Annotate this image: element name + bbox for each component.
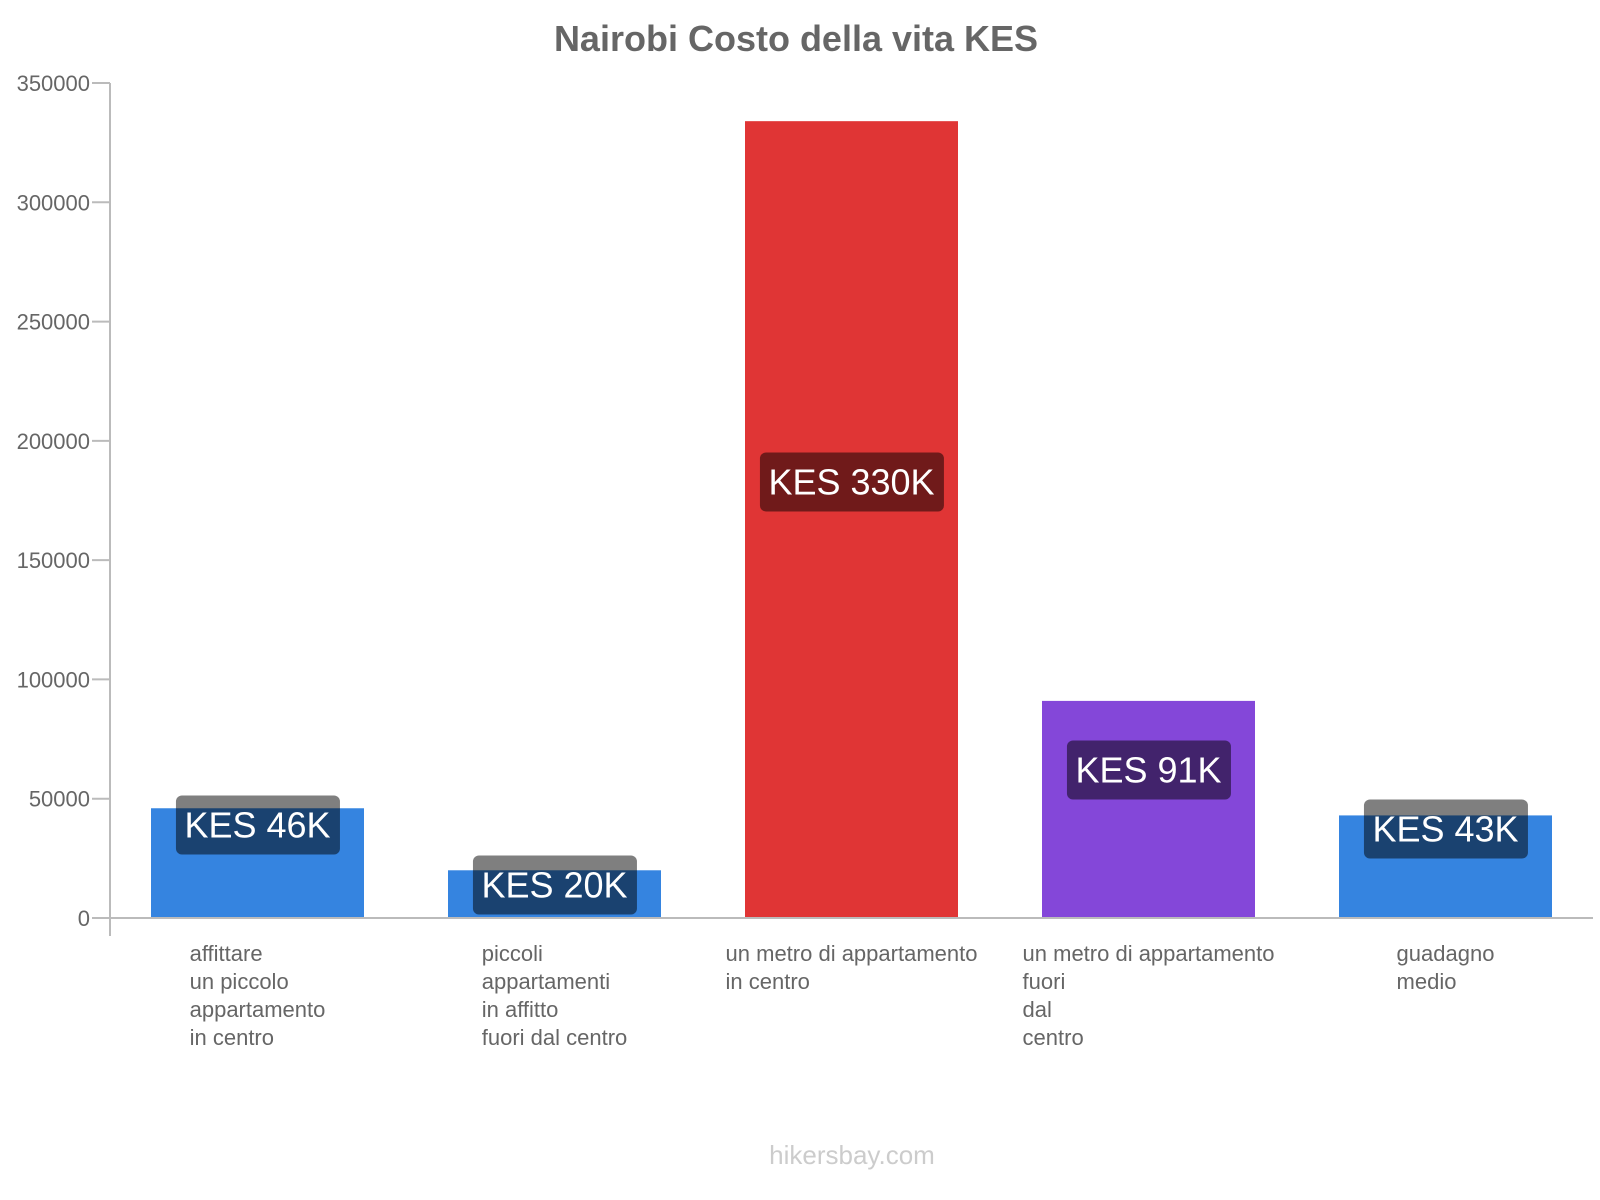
y-tick-label: 300000	[17, 190, 90, 215]
x-category-label: affittare un piccolo appartamento in cen…	[98, 940, 418, 1052]
y-tick-label: 250000	[17, 310, 90, 335]
bar	[1042, 700, 1255, 918]
x-category-label: un metro di appartamento fuori dal centr…	[989, 940, 1309, 1052]
y-tick-label: 200000	[17, 429, 90, 454]
x-category-text: un metro di appartamento fuori dal centr…	[1022, 941, 1275, 1050]
data-label: KES 330K	[759, 452, 944, 512]
y-tick-label: 350000	[17, 71, 90, 96]
chart-title: Nairobi Costo della vita KES	[553, 18, 1039, 59]
x-category-label: un metro di appartamento in centro	[692, 940, 1012, 996]
data-label: KES 91K	[1066, 740, 1231, 800]
data-label: KES 43K	[1363, 799, 1528, 859]
y-tick-label: 0	[78, 906, 90, 931]
x-category-text: guadagno medio	[1396, 941, 1495, 994]
footer-watermark: hikersbay.com	[769, 1140, 935, 1170]
y-tick-label: 50000	[29, 787, 90, 812]
x-category-label: piccoli appartamenti in affitto fuori da…	[395, 940, 715, 1052]
y-tick-label: 100000	[17, 667, 90, 692]
data-label: KES 20K	[472, 855, 637, 915]
x-category-text: un metro di appartamento in centro	[725, 941, 978, 994]
data-label: KES 46K	[175, 795, 340, 855]
y-tick-label: 150000	[17, 548, 90, 573]
x-category-text: piccoli appartamenti in affitto fuori da…	[481, 941, 628, 1050]
bar	[745, 121, 958, 918]
x-category-text: affittare un piccolo appartamento in cen…	[189, 941, 326, 1050]
x-category-label: guadagno medio	[1286, 940, 1600, 996]
